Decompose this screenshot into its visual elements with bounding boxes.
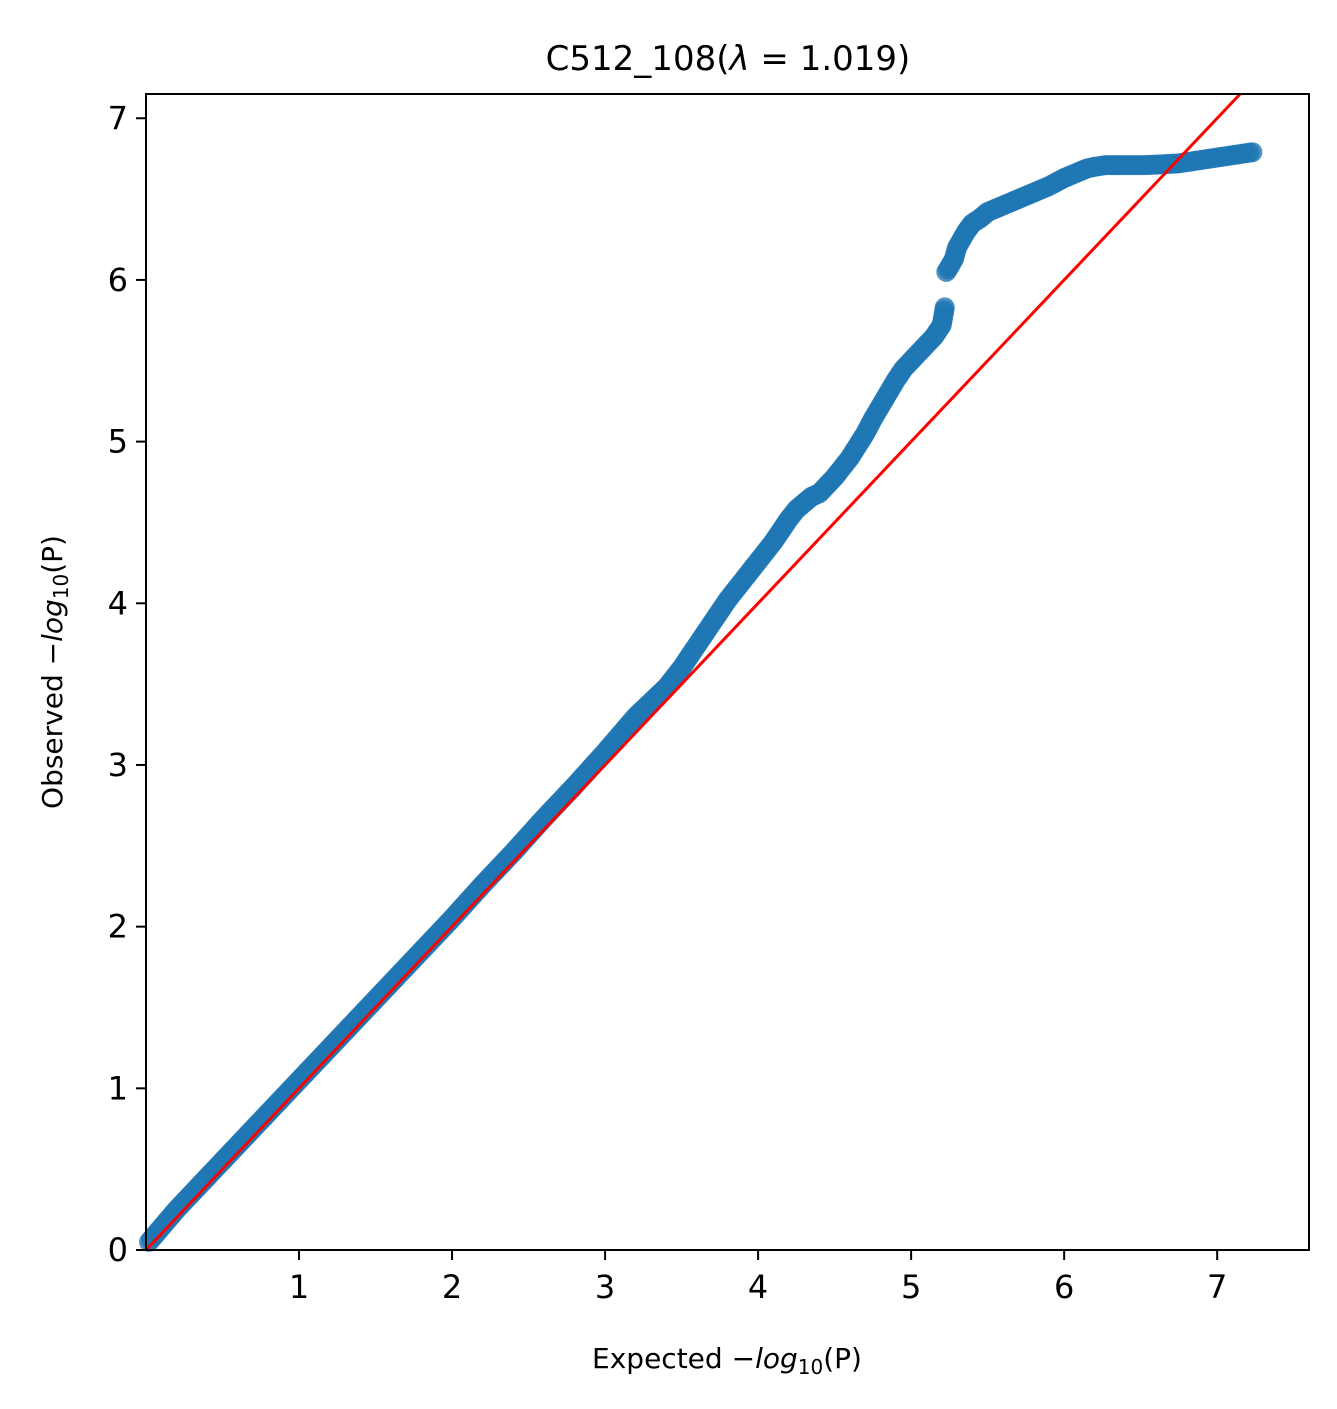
x-tick-label: 7 [1207,1268,1227,1306]
x-tick-label: 1 [289,1268,309,1306]
x-tick-label: 6 [1054,1268,1074,1306]
y-tick-label: 7 [108,99,128,137]
x-axis-ticks: 1 2 3 4 5 6 7 [289,1250,1227,1306]
y-tick-label: 2 [108,908,128,946]
y-tick-label: 4 [108,584,128,622]
y-axis-ticks: 0 1 2 3 4 5 6 7 [108,99,146,1269]
chart-title: C512_108(λ = 1.019) [546,39,911,79]
y-tick-label: 5 [108,423,128,461]
x-axis-label: Expected −log10(P) [592,1342,862,1379]
y-tick-label: 6 [108,261,128,299]
x-tick-label: 2 [442,1268,462,1306]
points-layer [139,142,1263,1252]
x-tick-label: 4 [748,1268,768,1306]
x-tick-label: 5 [901,1268,921,1306]
data-point [1242,142,1263,163]
plot-frame [145,93,1310,1251]
y-tick-label: 3 [108,746,128,784]
x-tick-label: 3 [595,1268,615,1306]
y-axis-label: Observed −log10(P) [36,535,73,809]
y-tick-label: 1 [108,1069,128,1107]
reference-line [144,92,1242,1252]
data-point [934,297,955,318]
y-tick-label: 0 [108,1231,128,1269]
